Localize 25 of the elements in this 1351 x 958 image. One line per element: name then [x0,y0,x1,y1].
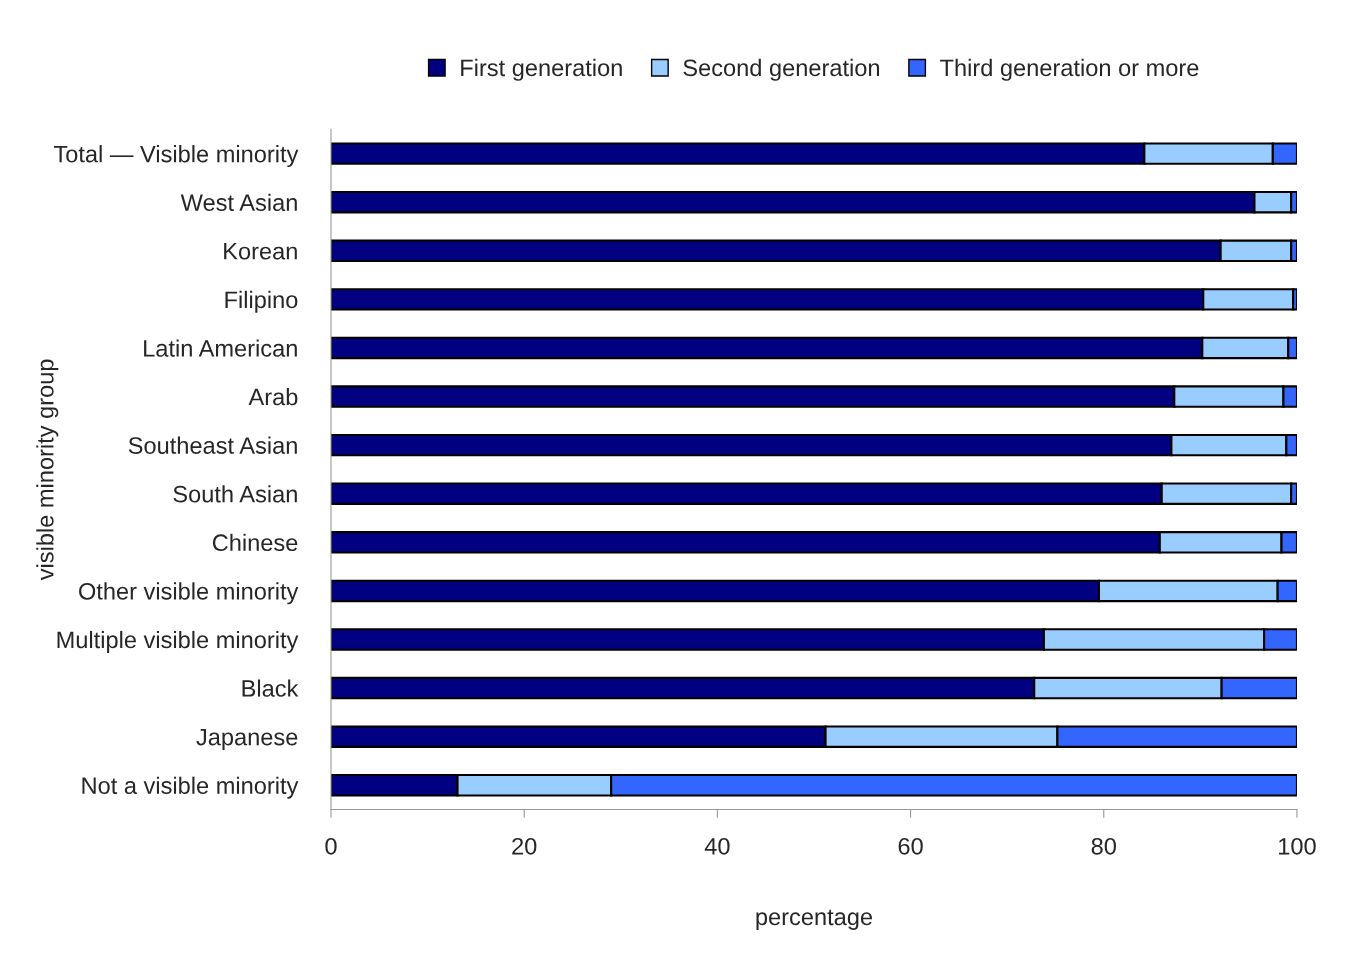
x-axis-title: percentage [756,909,873,930]
y-axis-title: visible minority group [36,359,59,581]
x-tick-label: 40 [704,837,730,855]
y-tick-label: West Asian [180,193,297,211]
y-tick-label: South Asian [173,485,297,503]
x-tick-label: 60 [898,837,923,855]
y-tick-label: Southeast Asian [128,436,297,454]
y-tick-label: Other visible minority [79,582,299,605]
y-tick-label: Black [242,679,299,697]
x-tick-label: 20 [512,837,537,855]
y-tick-label: Arab [248,387,298,406]
y-tick-label: Filipino [225,290,298,313]
y-tick-label: Korean [224,243,297,260]
y-tick-label: Chinese [212,533,298,552]
legend-label: First generation [461,58,622,81]
y-tick-label: Total — Visible minority [53,145,299,168]
y-tick-label: Not a visible minority [82,776,299,799]
x-tick-label: 0 [325,837,337,855]
legend-label: Third generation or more [940,58,1199,81]
x-tick-label: 100 [1279,837,1316,855]
x-tick-label: 80 [1091,837,1116,855]
y-tick-label: Multiple visible minority [57,630,299,653]
y-tick-label: Latin American [144,339,297,357]
y-tick-label: Japanese [196,728,298,751]
legend-label: Second generation [683,58,880,81]
